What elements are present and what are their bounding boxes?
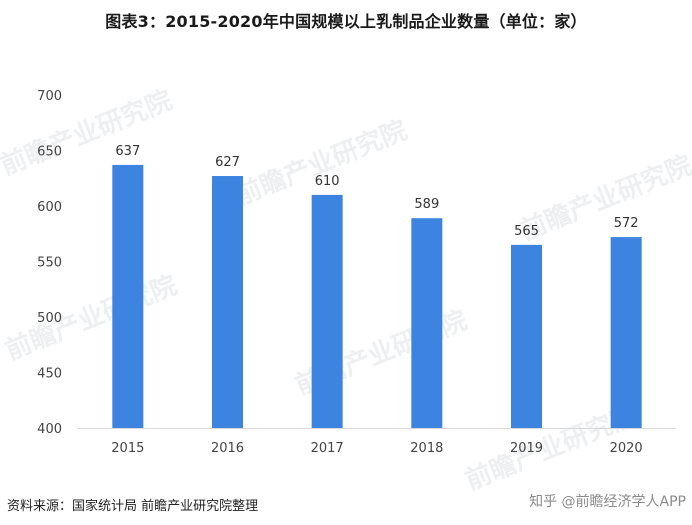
- data-label-2017: 610: [315, 174, 340, 189]
- data-labels: 637 2015 627 2016 610 2017 589 2018 565 2019 572 20…: [111, 144, 642, 456]
- y-tick-label: 600: [37, 200, 62, 215]
- axes: 400 450 500 550 600 650 700: [37, 89, 676, 437]
- x-tick-label-2019: 2019: [510, 441, 543, 456]
- bar-2019: [511, 244, 542, 428]
- watermark-text: 前瞻产业研究院: [1, 270, 181, 367]
- x-tick-label-2017: 2017: [311, 441, 344, 456]
- x-tick-label-2018: 2018: [410, 441, 443, 456]
- bars: [112, 164, 642, 428]
- y-tick-label: 450: [37, 367, 62, 382]
- chart-title: 图表3：2015-2020年中国规模以上乳制品企业数量（单位：家）: [105, 12, 587, 31]
- y-tick-label: 700: [37, 89, 62, 104]
- bar-2017: [311, 194, 343, 428]
- y-tick-label: 650: [37, 145, 62, 160]
- watermark-text: 前瞻产业研究院: [516, 150, 692, 247]
- y-tick-label: 550: [37, 256, 62, 271]
- x-tick-label-2015: 2015: [111, 441, 144, 456]
- data-label-2019: 565: [514, 224, 539, 239]
- data-label-2016: 627: [215, 155, 240, 170]
- x-tick-label-2020: 2020: [610, 441, 643, 456]
- y-tick-label: 400: [37, 422, 62, 437]
- data-label-2015: 637: [115, 144, 140, 159]
- bar-2015: [112, 164, 144, 428]
- x-tick-label-2016: 2016: [211, 441, 244, 456]
- watermark-text: 前瞻产业研究院: [0, 85, 176, 182]
- data-label-2020: 572: [614, 216, 639, 231]
- bar-2018: [411, 218, 443, 428]
- y-tick-label: 500: [37, 311, 62, 326]
- bar-2020: [610, 237, 642, 428]
- platform-watermark: 知乎 @前瞻经济学人APP: [529, 494, 686, 510]
- data-label-2018: 589: [414, 197, 439, 212]
- source-note: 资料来源：国家统计局 前瞻产业研究院整理: [7, 499, 259, 514]
- bar-2016: [212, 176, 243, 428]
